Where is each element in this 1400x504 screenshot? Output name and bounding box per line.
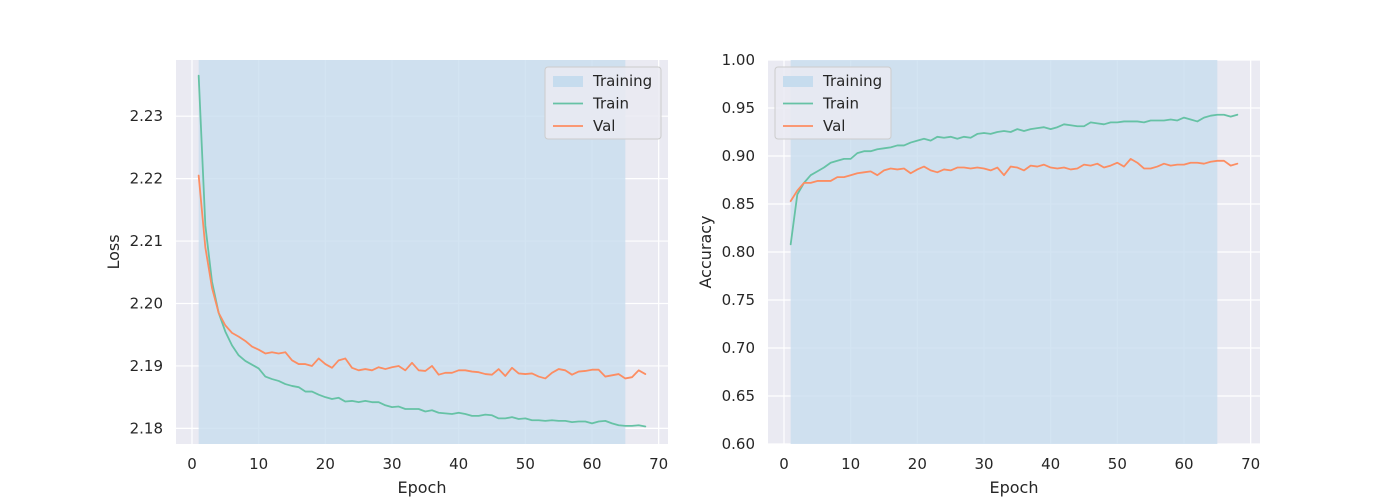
y-tick-label: 2.22 bbox=[130, 170, 163, 188]
y-tick-label: 2.20 bbox=[130, 295, 163, 313]
legend-label-train: Train bbox=[592, 95, 629, 113]
y-tick-label: 0.60 bbox=[722, 435, 755, 453]
y-tick-label: 0.90 bbox=[722, 147, 755, 165]
x-tick-label: 50 bbox=[1108, 455, 1127, 473]
x-tick-label: 20 bbox=[316, 455, 335, 473]
y-tick-label: 0.85 bbox=[722, 195, 755, 213]
x-tick-label: 70 bbox=[1241, 455, 1260, 473]
chart-panel-1: 0 10 20 30 40 50 60 70 0.60 0.65 0.70 0.75 0.80 0.85 0… bbox=[696, 51, 1260, 497]
series-line-train bbox=[197, 74, 647, 428]
x-tick-label: 30 bbox=[382, 455, 401, 473]
y-tick-label: 2.19 bbox=[130, 357, 163, 375]
x-tick-label: 0 bbox=[187, 455, 197, 473]
legend: Training Train Val bbox=[544, 66, 662, 140]
y-axis-label: Accuracy bbox=[696, 215, 715, 288]
x-tick-label: 10 bbox=[841, 455, 860, 473]
legend-label-val: Val bbox=[593, 117, 615, 135]
x-tick-label: 40 bbox=[449, 455, 468, 473]
y-tick-label: 1.00 bbox=[722, 51, 755, 69]
y-tick-label: 0.95 bbox=[722, 99, 755, 117]
x-tick-label: 10 bbox=[249, 455, 268, 473]
series-line-val bbox=[789, 157, 1239, 203]
y-axis-label: Loss bbox=[104, 234, 123, 269]
y-tick-label: 0.70 bbox=[722, 339, 755, 357]
y-tick-label: 2.18 bbox=[130, 419, 163, 437]
chart-panel-0: 0 10 20 30 40 50 60 70 2.18 2.19 2.20 2.21 2.22 2.23 E… bbox=[104, 60, 668, 497]
x-tick-label: 0 bbox=[779, 455, 789, 473]
x-tick-label: 30 bbox=[974, 455, 993, 473]
series-line-train bbox=[789, 113, 1239, 246]
legend-label-train: Train bbox=[822, 95, 859, 113]
y-tick-label: 2.23 bbox=[130, 107, 163, 125]
x-axis-label: Epoch bbox=[398, 478, 447, 497]
y-tick-label: 0.65 bbox=[722, 387, 755, 405]
legend-label-training: Training bbox=[822, 72, 882, 90]
legend-label-training: Training bbox=[592, 72, 652, 90]
x-axis-label: Epoch bbox=[990, 478, 1039, 497]
series-line-val bbox=[197, 174, 647, 380]
legend-swatch-training bbox=[553, 76, 583, 87]
legend-swatch-training bbox=[783, 76, 813, 87]
y-tick-label: 0.75 bbox=[722, 291, 755, 309]
x-tick-label: 40 bbox=[1041, 455, 1060, 473]
x-tick-label: 60 bbox=[1174, 455, 1193, 473]
y-tick-label: 2.21 bbox=[130, 232, 163, 250]
x-tick-label: 70 bbox=[649, 455, 668, 473]
y-tick-label: 0.80 bbox=[722, 243, 755, 261]
legend: Training Train Val bbox=[774, 66, 892, 140]
legend-label-val: Val bbox=[823, 117, 845, 135]
x-tick-label: 20 bbox=[908, 455, 927, 473]
x-tick-label: 50 bbox=[516, 455, 535, 473]
x-tick-label: 60 bbox=[582, 455, 601, 473]
